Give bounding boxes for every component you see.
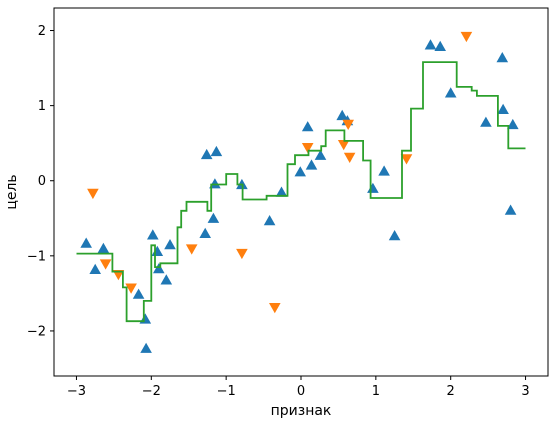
series-2 [87, 31, 473, 314]
data-point-up [80, 237, 92, 248]
data-point-up [314, 149, 327, 160]
data-point-up [199, 227, 211, 238]
data-point-up [305, 159, 318, 170]
data-point-up [294, 166, 306, 177]
x-tick-label: 1 [372, 384, 380, 399]
data-point-up [275, 186, 288, 197]
y-tick-label: 0 [38, 174, 46, 189]
data-point-up [153, 263, 165, 274]
data-point-down [99, 259, 112, 270]
data-point-up [378, 165, 390, 176]
data-point-up [210, 145, 223, 157]
x-tick-label: 2 [447, 384, 455, 399]
data-point-up [480, 116, 492, 127]
data-point-down [112, 270, 125, 281]
x-tick-label: 3 [521, 384, 529, 399]
data-point-down [301, 143, 314, 154]
x-axis-label: признак [271, 403, 332, 419]
data-point-down [460, 31, 473, 43]
x-tick-label: −1 [217, 384, 236, 399]
data-point-up [434, 40, 446, 51]
data-point-up [89, 263, 101, 274]
data-point-up [147, 229, 159, 240]
data-point-up [263, 215, 276, 226]
regression-step-line [76, 61, 526, 323]
y-tick-label: 1 [38, 99, 46, 114]
data-point-up [444, 87, 457, 98]
y-tick-label: −2 [27, 324, 46, 339]
data-point-up [97, 242, 110, 253]
data-point-down [400, 154, 413, 165]
data-point-up [207, 212, 220, 223]
x-tick-label: 0 [297, 384, 305, 399]
data-point-down [343, 152, 356, 163]
data-point-up [164, 239, 176, 250]
data-point-down [342, 119, 354, 130]
y-axis-label: цель [4, 174, 20, 209]
data-point-up [301, 121, 314, 132]
x-tick-label: −2 [142, 384, 161, 399]
data-point-up [140, 342, 152, 353]
axis-ticks: −3 −2 −1 0 1 2 3 −2 −1 0 1 2 [27, 24, 530, 399]
data-point-down [337, 140, 350, 151]
data-point-down [185, 244, 198, 255]
y-tick-label: −1 [27, 249, 46, 264]
data-point-up [497, 103, 509, 114]
data-point-down [236, 248, 248, 260]
data-point-up [132, 288, 145, 299]
data-point-up [336, 109, 348, 121]
data-point-up [424, 39, 437, 50]
data-point-up [160, 274, 173, 285]
data-point-up [504, 204, 517, 215]
data-point-up [496, 52, 509, 63]
y-tick-label: 2 [38, 24, 46, 39]
plot-area [76, 31, 526, 353]
data-point-down [269, 303, 281, 314]
x-tick-label: −3 [67, 384, 86, 399]
data-point-up [200, 148, 213, 160]
data-point-up [507, 118, 519, 130]
data-point-up [388, 230, 401, 241]
data-point-down [87, 188, 99, 200]
data-point-down [125, 283, 137, 294]
